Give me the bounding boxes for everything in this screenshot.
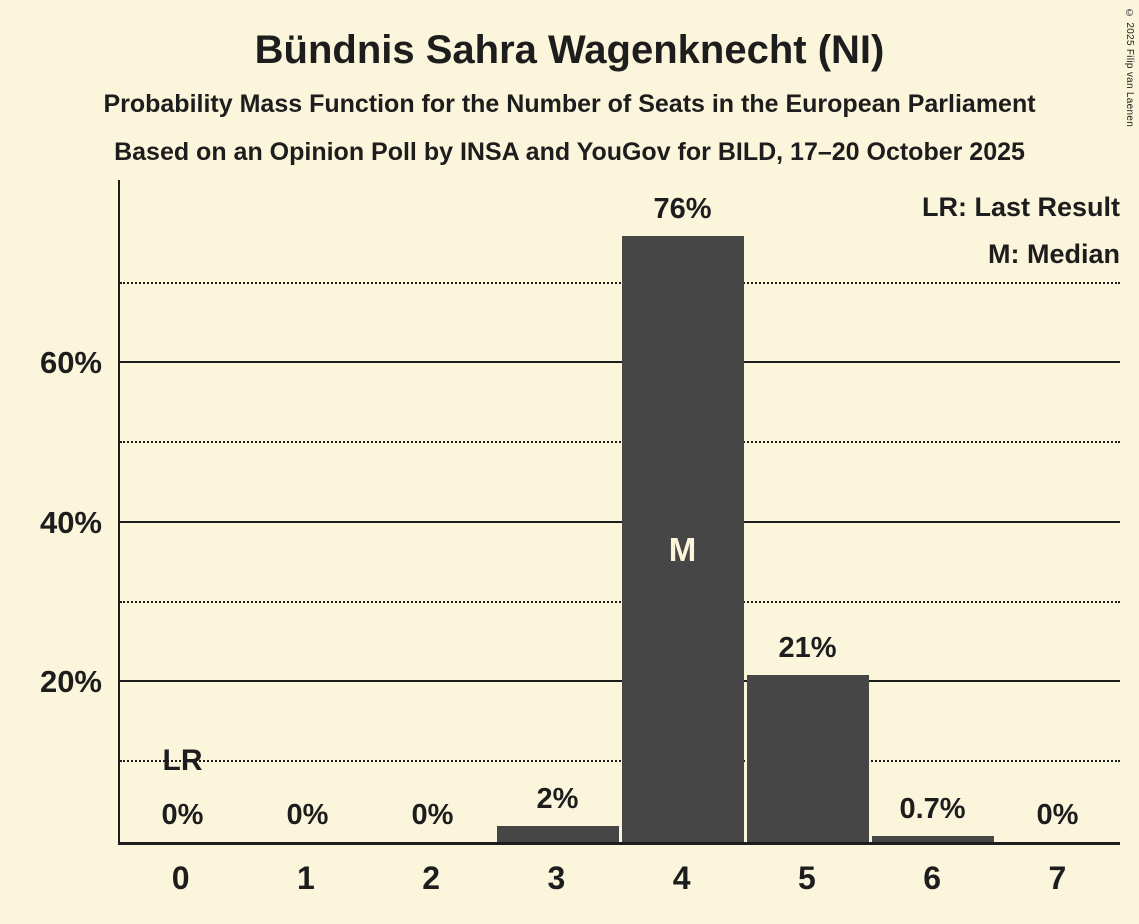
bar-value-label-seat-1: 0% <box>286 799 329 831</box>
bar-seat-5 <box>746 674 869 842</box>
gridline-dotted-70pct <box>120 281 1120 284</box>
x-axis-label-seat-1: 1 <box>296 860 315 896</box>
x-axis-labels: 0 1 2 3 4 5 6 7 <box>118 860 1120 897</box>
gridline-solid-20pct <box>120 680 1120 683</box>
chart-subtitle-poll: Based on an Opinion Poll by INSA and You… <box>114 138 1025 166</box>
median-marker: M <box>668 531 697 569</box>
y-axis-tick-label: 20% <box>39 664 102 700</box>
bar-value-label-seat-2: 0% <box>411 799 454 831</box>
x-axis-label-seat-2: 2 <box>422 860 441 896</box>
legend-median: M: Median <box>988 239 1120 269</box>
bar-value-label-seat-5: 21% <box>778 631 837 664</box>
x-axis-label-seat-5: 5 <box>797 860 816 896</box>
gridline-dotted-50pct <box>120 441 1120 444</box>
bar-seat-4 <box>621 235 744 842</box>
copyright-text: © 2025 Filip van Laenen <box>1124 8 1135 128</box>
legend: LR: Last Result M: Median <box>922 184 1120 278</box>
x-axis-label-seat-4: 4 <box>672 860 691 896</box>
x-axis-label-seat-3: 3 <box>547 860 566 896</box>
last-result-marker: LR <box>162 744 203 778</box>
y-axis-tick-label: 60% <box>39 345 102 381</box>
bar-value-label-seat-0: 0% <box>161 799 204 831</box>
gridline-dotted-30pct <box>120 600 1120 603</box>
x-axis-label-seat-6: 6 <box>923 860 942 896</box>
gridline-dotted-10pct <box>120 760 1120 763</box>
gridline-solid-60pct <box>120 361 1120 364</box>
bar-value-label-seat-7: 0% <box>1036 799 1079 831</box>
bar-value-label-seat-3: 2% <box>536 783 579 816</box>
bar-value-label-seat-4: 76% <box>653 192 712 225</box>
legend-last-result: LR: Last Result <box>921 192 1120 222</box>
bar-seat-3 <box>496 826 619 842</box>
y-axis-tick-label: 40% <box>39 504 102 540</box>
x-axis-label-seat-7: 7 <box>1048 860 1067 896</box>
x-axis-label-seat-0: 0 <box>171 860 190 896</box>
chart-subtitle-pmf: Probability Mass Function for the Number… <box>103 90 1036 118</box>
plot-area: 20% 40% 60% 0% LR 0% 0% 2% 76% M 21% 0.7% 0% <box>40 180 1120 845</box>
bar-seat-6 <box>871 836 994 842</box>
bar-value-label-seat-6: 0.7% <box>899 793 966 826</box>
gridline-solid-40pct <box>120 520 1120 523</box>
chart-title: Bündnis Sahra Wagenknecht (NI) <box>254 28 885 72</box>
